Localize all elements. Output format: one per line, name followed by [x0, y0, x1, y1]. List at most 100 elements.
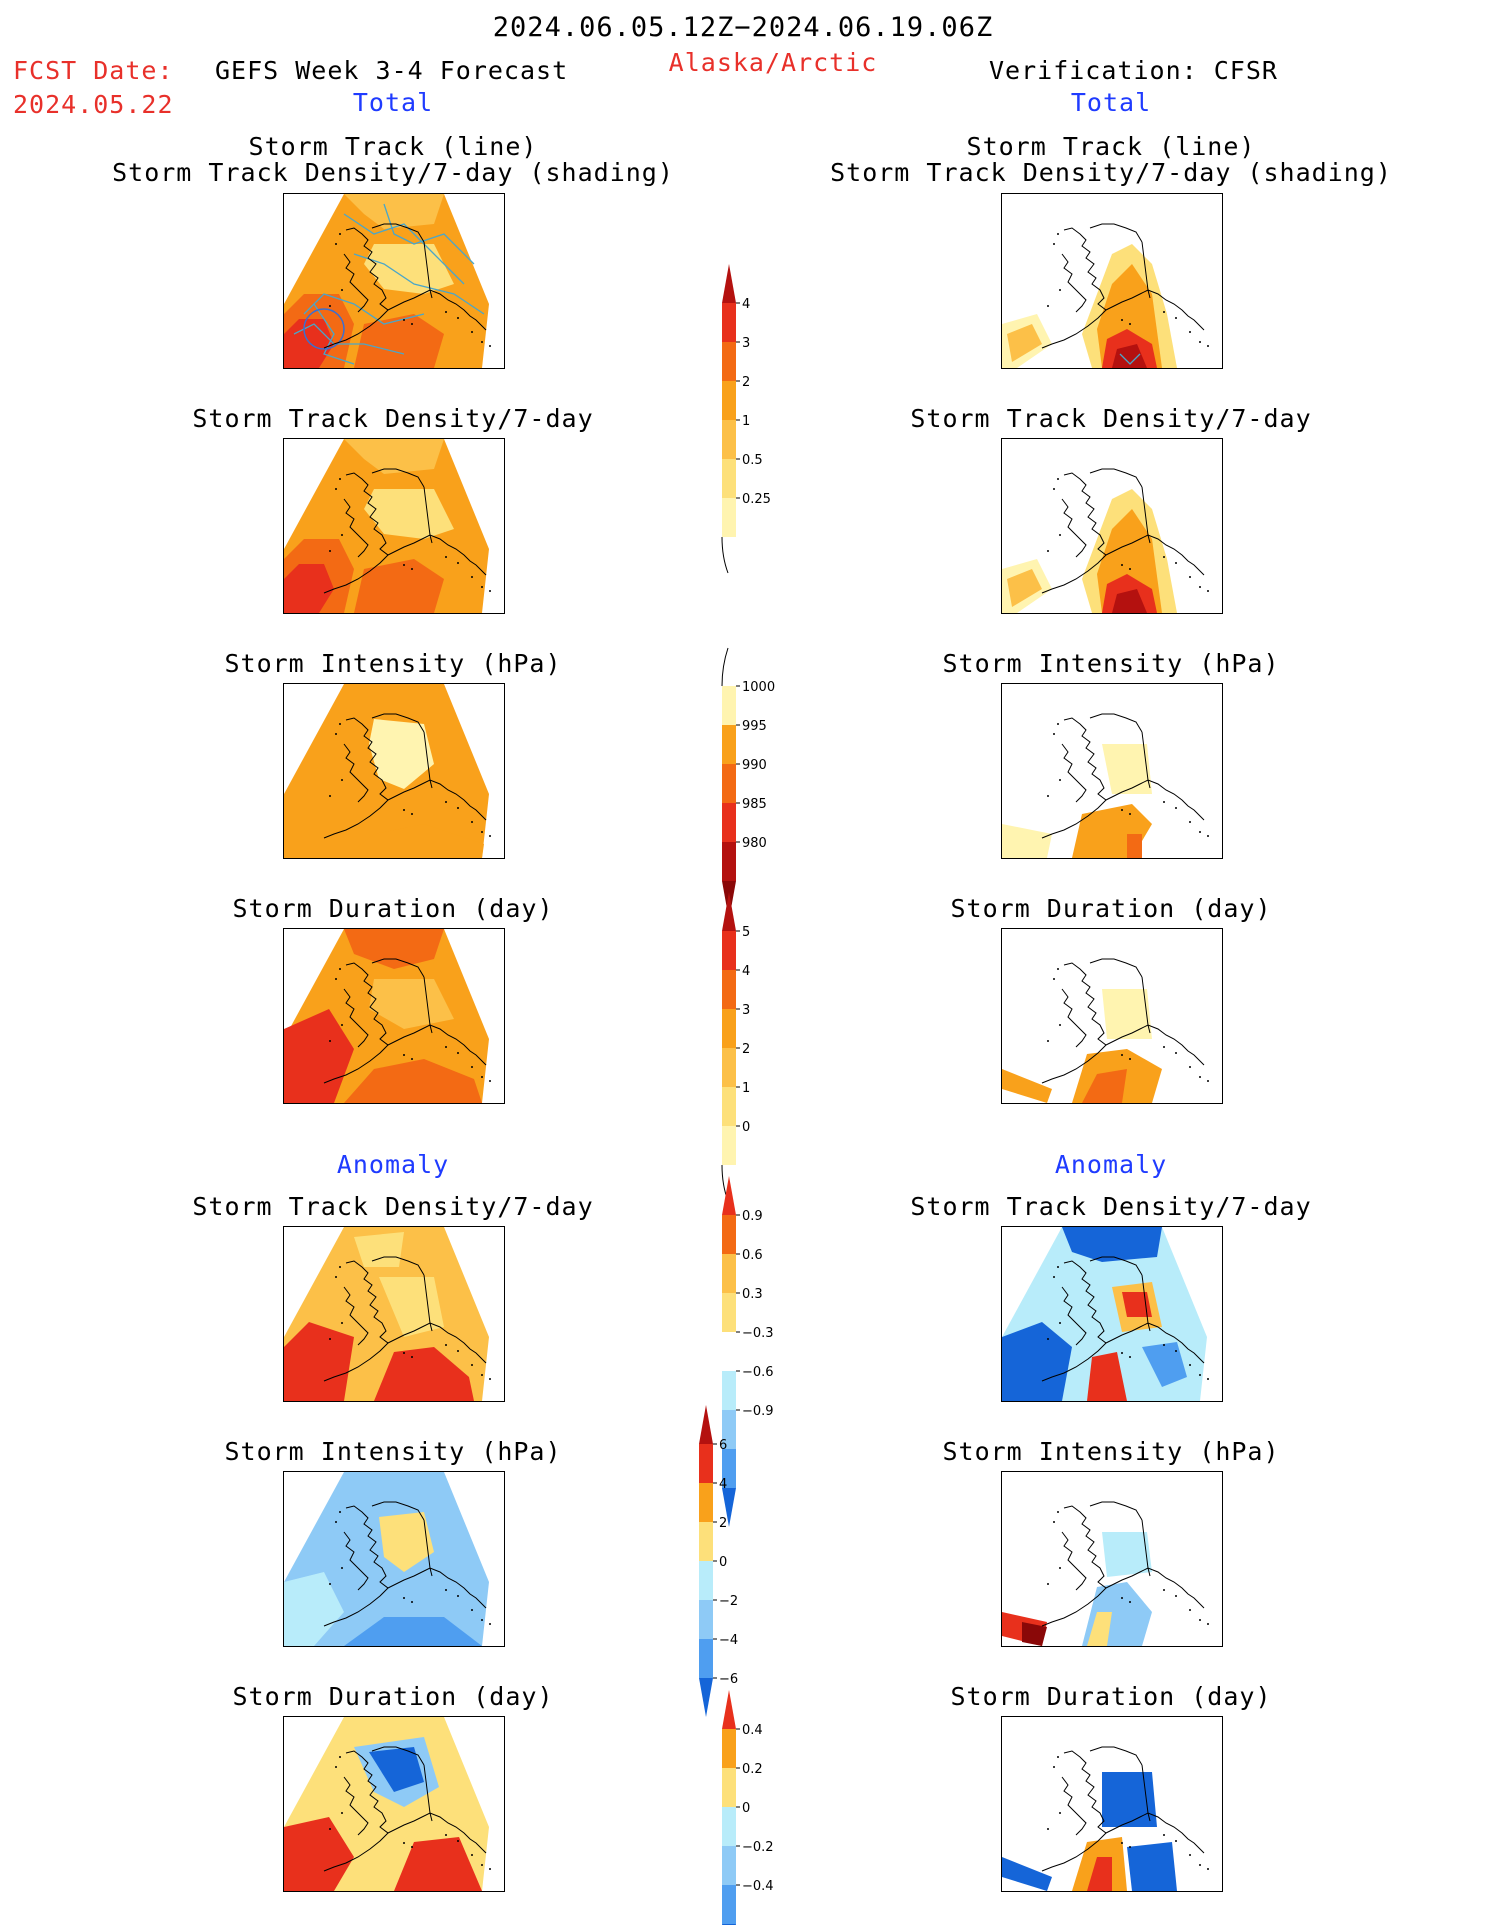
island-dot — [1163, 1046, 1165, 1048]
colorbar-segment — [722, 803, 736, 842]
island-dot — [1059, 779, 1061, 781]
coastline-path — [1063, 717, 1205, 821]
colorbar-segments — [722, 892, 736, 1165]
island-dot — [1059, 534, 1061, 536]
coastline-path — [343, 1531, 369, 1591]
colorbar-segment — [722, 1846, 736, 1885]
fcst-date-label: FCST Date: — [13, 56, 174, 85]
colorbar-segment — [722, 1009, 736, 1048]
coastline-path — [1041, 1342, 1107, 1382]
shading-plume-max — [1112, 589, 1147, 613]
coastline-path — [371, 958, 425, 978]
shading-west-max — [284, 564, 334, 613]
island-dot — [335, 1766, 337, 1768]
colorbar-segment — [722, 420, 736, 459]
island-dot — [1175, 807, 1177, 809]
colorbar-label: 0 — [742, 1801, 750, 1816]
island-dot — [1057, 968, 1059, 970]
map-intensity-anom-left — [283, 1471, 505, 1647]
coastline-path — [1063, 227, 1205, 331]
shading-interior-core — [1122, 1292, 1152, 1317]
island-dot — [1207, 835, 1209, 837]
colorbar-triangle-top — [722, 1176, 736, 1215]
colorbar-label: 4 — [742, 964, 750, 979]
storm-track-cluster — [303, 308, 345, 350]
colorbar-segment — [699, 1639, 713, 1678]
shading-plume-max — [1112, 344, 1147, 368]
coastline-path — [345, 1505, 487, 1609]
island-dot — [1057, 1511, 1059, 1513]
storm-track-line — [313, 303, 355, 365]
coastline-path — [345, 472, 487, 576]
panel-title-duration-anom-left: Storm Duration (day) — [232, 1682, 554, 1711]
island-dot — [1207, 1623, 1209, 1625]
colorbar-segments — [699, 1405, 713, 1717]
date-range-title: 2024.06.05.12Z−2024.06.19.06Z — [492, 12, 994, 43]
shading-west — [1002, 1322, 1072, 1401]
coastline-path — [371, 1256, 425, 1276]
map-density-right — [1001, 438, 1223, 614]
island-dot — [1207, 345, 1209, 347]
shading-south — [344, 824, 484, 858]
coastline-path — [1061, 253, 1087, 313]
island-dot — [481, 1619, 483, 1621]
island-dot — [1207, 590, 1209, 592]
panel-title-duration-anom-right: Storm Duration (day) — [950, 1682, 1272, 1711]
coastline-path — [1063, 1505, 1205, 1609]
panel-title-track-shading-left: Storm Track Density/7-day (shading) — [112, 158, 674, 187]
shading-interior — [369, 719, 434, 789]
island-dot — [1047, 1583, 1049, 1585]
shading-interior — [379, 1512, 434, 1572]
island-dot — [341, 1322, 343, 1324]
panel-title-track-line-right: Storm Track (line) — [966, 132, 1256, 161]
colorbar-triangle-top — [722, 264, 736, 303]
colorbar-segments — [722, 1690, 736, 1925]
island-dot — [489, 590, 491, 592]
coastline — [1041, 958, 1209, 1084]
island-dot — [1047, 1040, 1049, 1042]
island-dot — [1175, 1595, 1177, 1597]
island-dot — [1199, 586, 1201, 588]
colorbar-segment — [722, 1087, 736, 1126]
island-dot — [329, 1828, 331, 1830]
island-dot — [457, 317, 459, 319]
colorbar-density-total: 4 3 2 1 0.5 0.25 — [721, 264, 782, 574]
map-track-right — [1001, 193, 1223, 369]
colorbar-intensity-total: 1000 995 990 985 980 — [721, 646, 782, 920]
coastline-path — [1041, 1587, 1107, 1627]
coastline-path — [323, 1832, 389, 1872]
coastline-path — [343, 1776, 369, 1836]
island-dot — [1129, 1356, 1131, 1358]
coastline-path — [1089, 1746, 1143, 1766]
shading-gulf — [354, 314, 444, 368]
colorbar-label: 3 — [742, 336, 750, 351]
colorbar-label: −0.6 — [742, 1365, 774, 1380]
island-dot — [1057, 1266, 1059, 1268]
coastline-path — [323, 309, 389, 349]
coastline-path — [1041, 554, 1107, 594]
panel-title-duration-left: Storm Duration (day) — [232, 894, 554, 923]
storm-track-line — [1119, 353, 1141, 365]
island-dot — [445, 1046, 447, 1048]
colorbar-segment — [699, 1600, 713, 1639]
shading-interior-core — [369, 1747, 424, 1792]
colorbar-label: 0.3 — [742, 1287, 763, 1302]
island-dot — [445, 1344, 447, 1346]
island-dot — [1189, 576, 1191, 578]
island-dot — [341, 1812, 343, 1814]
island-dot — [1129, 323, 1131, 325]
coastline-path — [1061, 743, 1087, 803]
coastline-path — [323, 1587, 389, 1627]
island-dot — [481, 831, 483, 833]
coastline-path — [423, 241, 433, 299]
shading-interior — [1102, 989, 1152, 1039]
island-dot — [1199, 1374, 1201, 1376]
shading-south-cell — [1127, 834, 1142, 858]
shading-south-core — [1082, 1069, 1127, 1103]
coastline-path — [1061, 1531, 1087, 1591]
map-intensity-right — [1001, 683, 1223, 859]
island-dot — [1199, 341, 1201, 343]
region-title: Alaska/Arctic — [668, 48, 878, 77]
island-dot — [1175, 562, 1177, 564]
coastline-path — [1089, 958, 1143, 978]
